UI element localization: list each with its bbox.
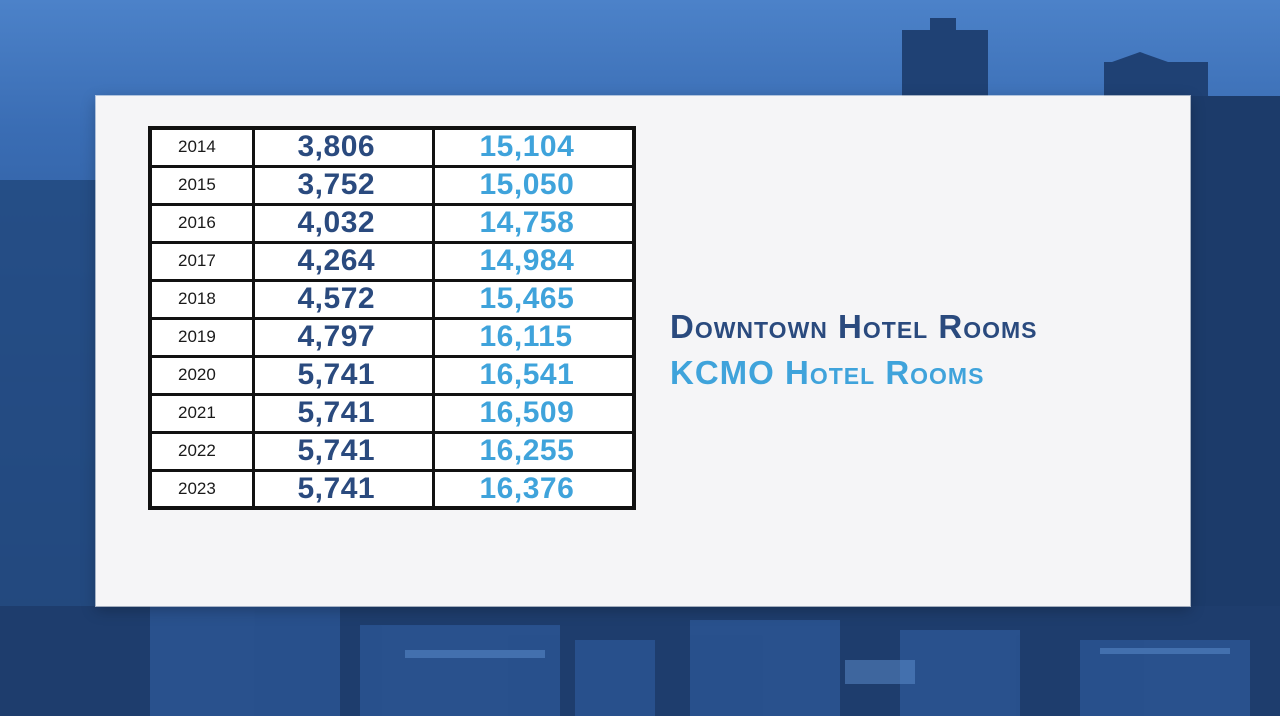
kcmo-hotel-rooms-cell: 15,104: [431, 126, 636, 168]
downtown-hotel-rooms-cell: 5,741: [251, 468, 435, 510]
kcmo-hotel-rooms-cell: 14,984: [431, 240, 636, 282]
kcmo-hotel-rooms-cell: 14,758: [431, 202, 636, 244]
year-cell: 2023: [148, 468, 255, 510]
downtown-hotel-rooms-cell: 5,741: [251, 392, 435, 434]
legend-downtown-hotel-rooms: Downtown Hotel Rooms: [670, 308, 1038, 345]
year-cell: 2022: [148, 430, 255, 472]
downtown-hotel-rooms-cell: 4,032: [251, 202, 435, 244]
legend: Downtown Hotel Rooms KCMO Hotel Rooms: [670, 304, 1038, 396]
hotel-rooms-table: 2014 3,806 15,104 2015 3,752 15,050 2016 4,032 1…: [148, 126, 636, 510]
table-row: 2017 4,264 14,984: [148, 240, 636, 282]
year-cell: 2014: [148, 126, 255, 168]
kcmo-hotel-rooms-cell: 16,115: [431, 316, 636, 358]
year-cell: 2021: [148, 392, 255, 434]
table-row: 2014 3,806 15,104: [148, 126, 636, 168]
table-row: 2020 5,741 16,541: [148, 354, 636, 396]
table-row: 2018 4,572 15,465: [148, 278, 636, 320]
downtown-hotel-rooms-cell: 3,752: [251, 164, 435, 206]
year-cell: 2020: [148, 354, 255, 396]
legend-kcmo-hotel-rooms: KCMO Hotel Rooms: [670, 354, 985, 391]
table-row: 2015 3,752 15,050: [148, 164, 636, 206]
year-cell: 2016: [148, 202, 255, 244]
year-cell: 2017: [148, 240, 255, 282]
year-cell: 2015: [148, 164, 255, 206]
kcmo-hotel-rooms-cell: 16,376: [431, 468, 636, 510]
kcmo-hotel-rooms-cell: 16,541: [431, 354, 636, 396]
kcmo-hotel-rooms-cell: 15,050: [431, 164, 636, 206]
kcmo-hotel-rooms-cell: 16,509: [431, 392, 636, 434]
table-row: 2022 5,741 16,255: [148, 430, 636, 472]
table-row: 2023 5,741 16,376: [148, 468, 636, 510]
downtown-hotel-rooms-cell: 4,264: [251, 240, 435, 282]
table-row: 2016 4,032 14,758: [148, 202, 636, 244]
kcmo-hotel-rooms-cell: 15,465: [431, 278, 636, 320]
downtown-hotel-rooms-cell: 5,741: [251, 430, 435, 472]
downtown-hotel-rooms-cell: 4,797: [251, 316, 435, 358]
kcmo-hotel-rooms-cell: 16,255: [431, 430, 636, 472]
downtown-hotel-rooms-cell: 5,741: [251, 354, 435, 396]
year-cell: 2018: [148, 278, 255, 320]
downtown-hotel-rooms-cell: 4,572: [251, 278, 435, 320]
content-panel: 2014 3,806 15,104 2015 3,752 15,050 2016 4,032 1…: [96, 96, 1190, 606]
table-row: 2021 5,741 16,509: [148, 392, 636, 434]
year-cell: 2019: [148, 316, 255, 358]
downtown-hotel-rooms-cell: 3,806: [251, 126, 435, 168]
table-row: 2019 4,797 16,115: [148, 316, 636, 358]
